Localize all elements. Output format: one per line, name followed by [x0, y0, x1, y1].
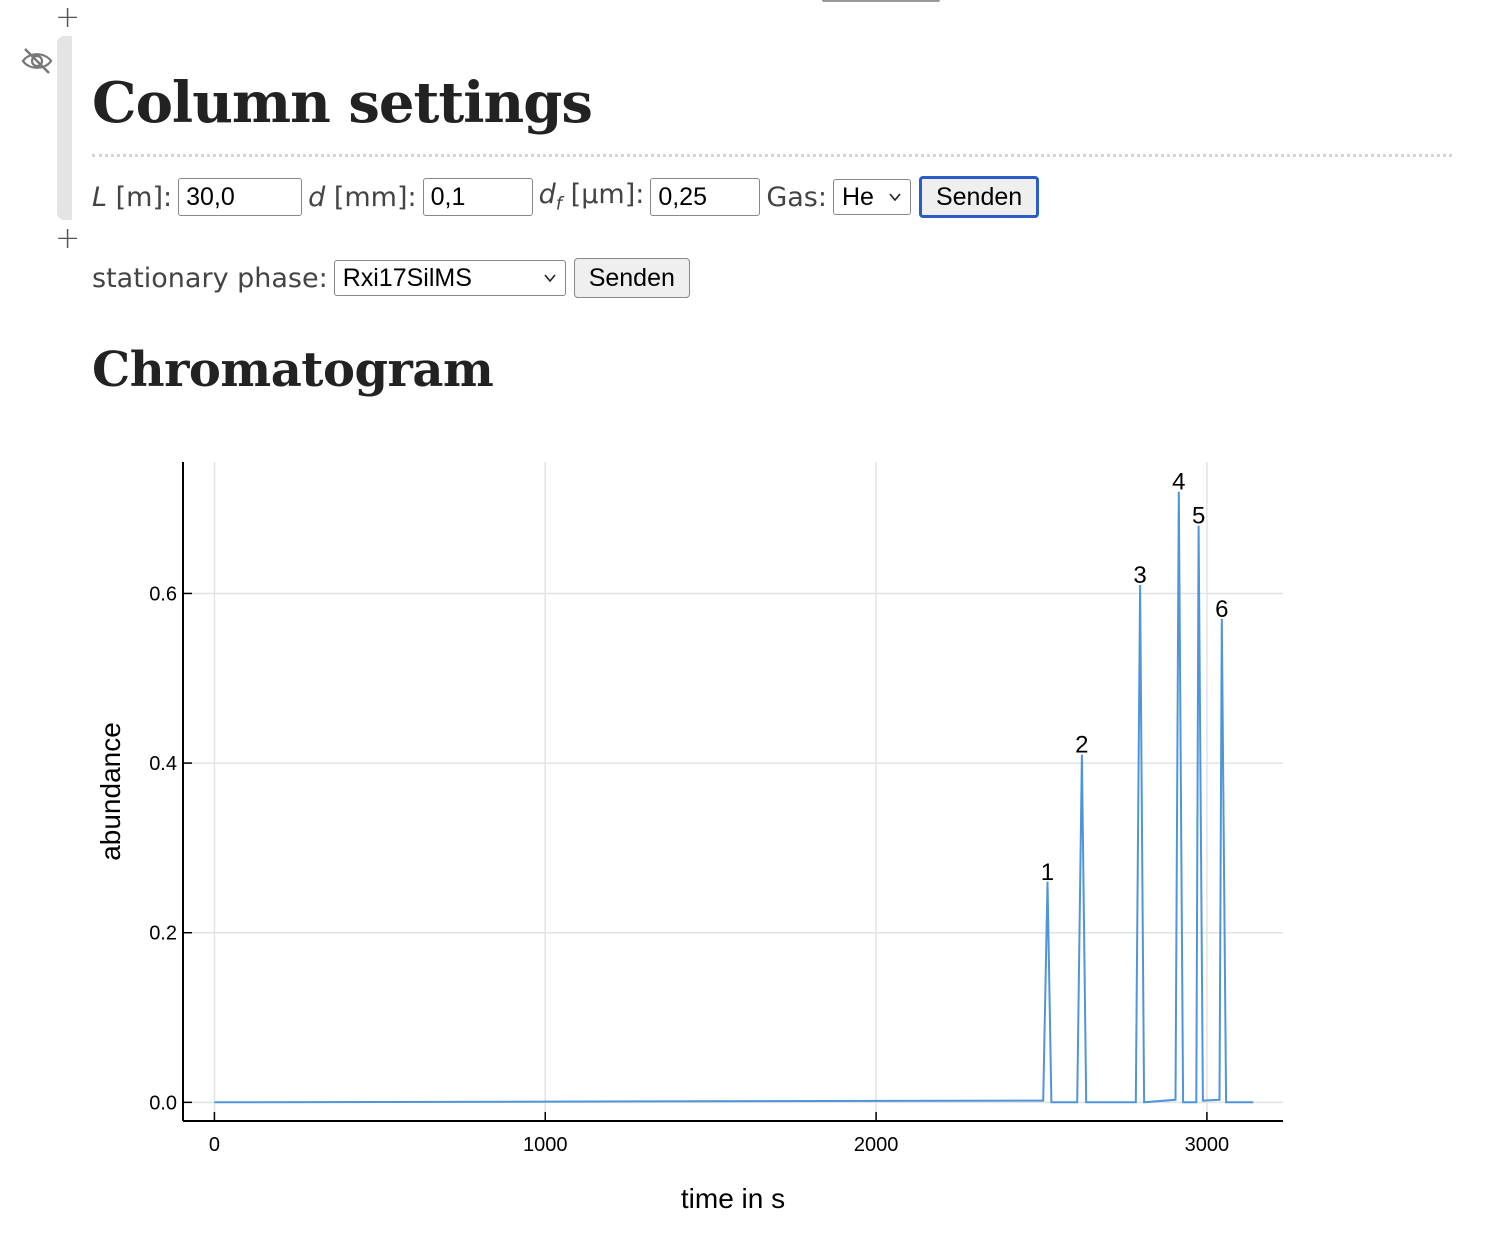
add-cell-above-plus-icon[interactable]: +	[55, 0, 81, 35]
y-tick-label: 0.0	[149, 1092, 177, 1114]
y-tick-label: 0.4	[149, 753, 177, 775]
gas-select[interactable]: He	[832, 179, 911, 215]
peak-label: 6	[1215, 596, 1228, 623]
film-thickness-input[interactable]: 0,25	[650, 178, 761, 216]
peak-label: 5	[1192, 503, 1205, 530]
gas-label: Gas:	[766, 181, 827, 213]
cell-top-handle	[822, 0, 940, 2]
peak-labels: 1 2 3 45 6	[1041, 469, 1229, 886]
chromatogram-series-line	[214, 491, 1254, 1104]
peak-label: 4	[1172, 469, 1185, 496]
title-divider	[92, 154, 1452, 157]
eye-off-icon[interactable]	[20, 44, 54, 78]
chart-axes	[182, 462, 1283, 1122]
film-thickness-label: df [µm]:	[538, 179, 645, 215]
x-tick-label: 0	[209, 1134, 220, 1156]
chevron-down-icon	[544, 274, 556, 283]
gas-select-value: He	[841, 182, 874, 211]
chromatogram-chart: 0 1000 2000 3000 0.0 0.2 0.4 0.6 1 2 3 45 6 time in…	[95, 462, 1283, 1214]
x-tick-label: 3000	[1185, 1134, 1230, 1156]
y-tick-label: 0.2	[149, 923, 177, 945]
stationary-phase-label: stationary phase:	[92, 262, 328, 294]
peak-label: 2	[1075, 732, 1088, 759]
x-axis-label: time in s	[681, 1183, 785, 1214]
length-input[interactable]: 30,0	[178, 178, 303, 216]
x-tick-label: 2000	[854, 1134, 899, 1156]
page-title: Column settings	[92, 70, 593, 136]
y-tick-label: 0.6	[149, 583, 177, 605]
stationary-phase-submit-button[interactable]: Senden	[573, 258, 690, 298]
chart-grid	[183, 462, 1283, 1121]
add-cell-below-plus-icon[interactable]: +	[55, 221, 81, 256]
chevron-down-icon	[889, 193, 901, 202]
diameter-input[interactable]: 0,1	[422, 178, 533, 216]
peak-label: 1	[1041, 859, 1054, 886]
cell-focus-bar	[57, 36, 72, 220]
stationary-phase-select[interactable]: Rxi17SilMS	[333, 260, 566, 296]
peak-label: 3	[1133, 562, 1146, 589]
stationary-phase-select-value: Rxi17SilMS	[342, 263, 472, 292]
chromatogram-heading: Chromatogram	[92, 342, 494, 398]
y-axis-label: abundance	[95, 722, 126, 861]
chart-ticks: 0 1000 2000 3000 0.0 0.2 0.4 0.6	[149, 583, 1229, 1156]
column-settings-submit-button[interactable]: Senden	[918, 176, 1040, 218]
diameter-label: d [mm]:	[308, 181, 417, 213]
length-label: L [m]:	[92, 181, 173, 213]
column-settings-row: L [m]: 30,0 d [mm]: 0,1 df [µm]: 0,25 Ga…	[92, 175, 1040, 219]
x-tick-label: 1000	[523, 1134, 568, 1156]
stationary-phase-row: stationary phase: Rxi17SilMS Senden	[92, 257, 690, 299]
